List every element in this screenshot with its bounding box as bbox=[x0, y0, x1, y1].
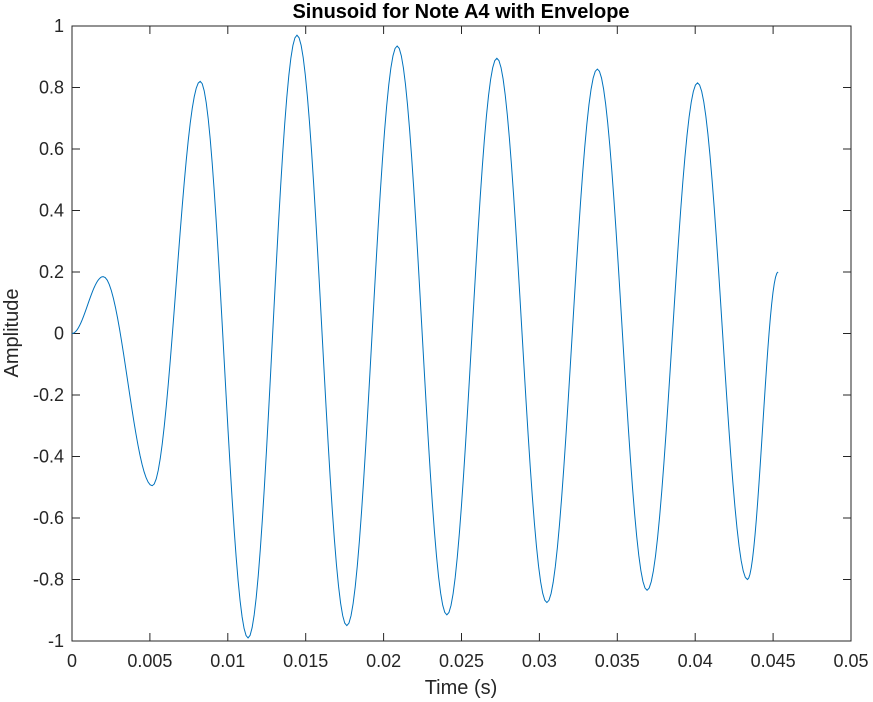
y-tick-label: 0.8 bbox=[39, 78, 64, 98]
y-tick-label: 0.2 bbox=[39, 262, 64, 282]
y-tick-label: 0.4 bbox=[39, 201, 64, 221]
x-tick-label: 0.02 bbox=[366, 651, 401, 671]
y-axis-label: Amplitude bbox=[1, 289, 23, 378]
y-tick-label: -0.4 bbox=[33, 447, 64, 467]
x-tick-label: 0.03 bbox=[522, 651, 557, 671]
y-tick-label: -0.6 bbox=[33, 508, 64, 528]
x-tick-label: 0.05 bbox=[833, 651, 868, 671]
plot-area bbox=[71, 25, 852, 642]
x-tick-label: 0.045 bbox=[751, 651, 796, 671]
ticks bbox=[71, 25, 852, 642]
signal-line bbox=[71, 34, 779, 639]
x-tick-label: 0.035 bbox=[595, 651, 640, 671]
y-tick-label: -1 bbox=[48, 631, 64, 651]
x-tick-label: 0.01 bbox=[210, 651, 245, 671]
x-tick-label: 0.005 bbox=[127, 651, 172, 671]
chart-title: Sinusoid for Note A4 with Envelope bbox=[292, 1, 629, 23]
x-tick-label: 0.015 bbox=[283, 651, 328, 671]
y-tick-label: 0.6 bbox=[39, 139, 64, 159]
x-tick-label: 0.04 bbox=[678, 651, 713, 671]
x-tick-label: 0.025 bbox=[439, 651, 484, 671]
x-tick-label: 0 bbox=[67, 651, 77, 671]
y-tick-label: -0.8 bbox=[33, 570, 64, 590]
y-tick-label: -0.2 bbox=[33, 385, 64, 405]
x-axis-label: Time (s) bbox=[425, 677, 498, 699]
y-tick-label: 1 bbox=[54, 16, 64, 36]
tick-labels: 0 0.005 0.01 0.015 0.02 0.025 0.03 0.035 0.04 0.0… bbox=[33, 16, 869, 671]
y-tick-label: 0 bbox=[54, 324, 64, 344]
